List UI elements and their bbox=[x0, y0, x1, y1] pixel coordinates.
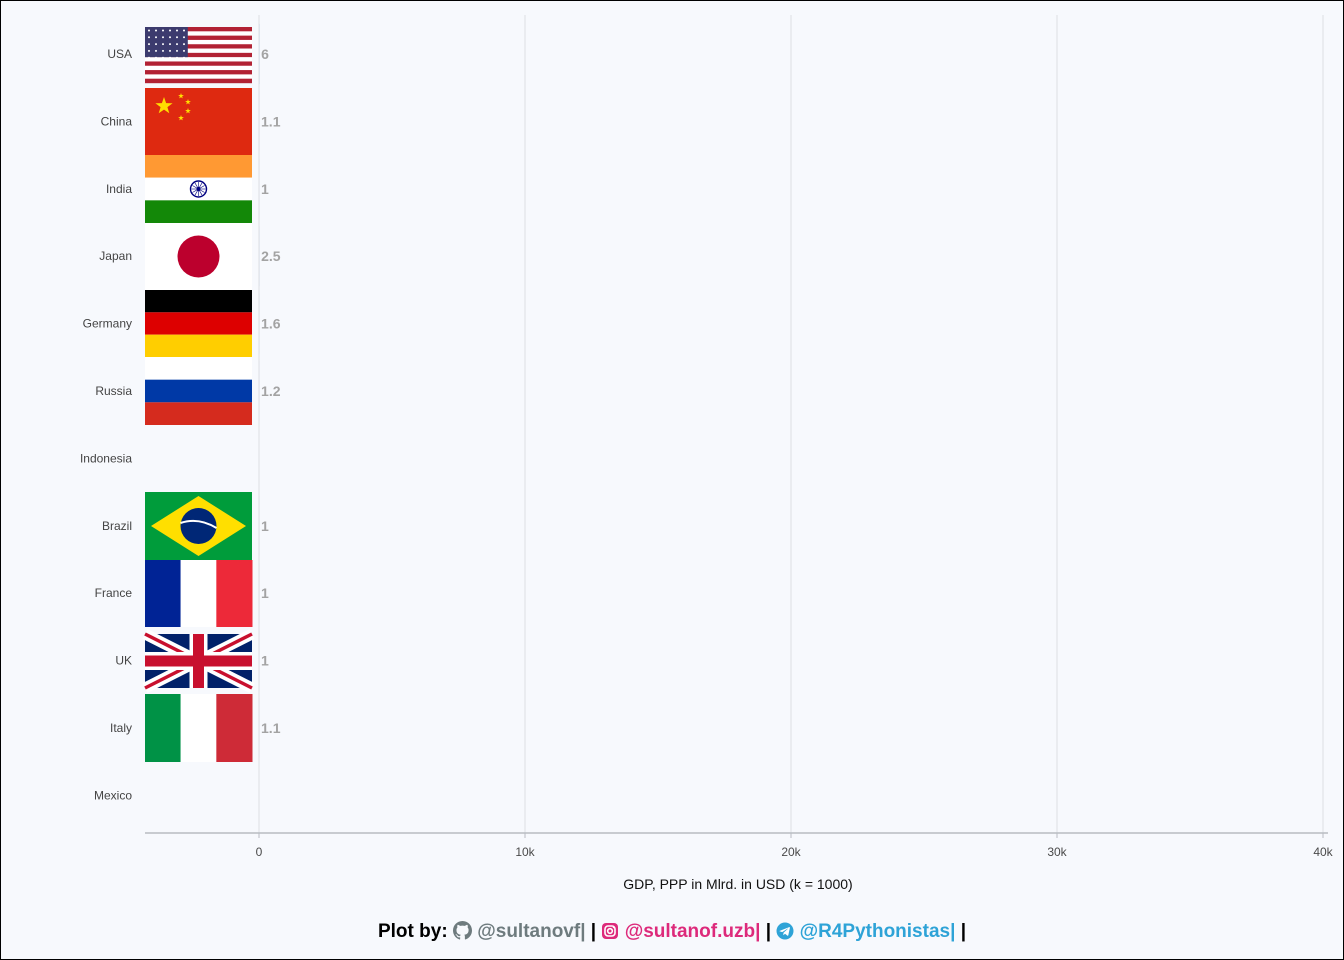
brazil-flag bbox=[145, 492, 252, 560]
x-axis: 0 10k 20k 30k 40k bbox=[145, 832, 1334, 859]
category-label: UK bbox=[115, 654, 132, 668]
x-tick-label: 40k bbox=[1313, 845, 1333, 859]
data-label: 1 bbox=[261, 181, 269, 197]
github-icon bbox=[452, 921, 472, 946]
japan-flag bbox=[145, 223, 252, 290]
bar-chart: 6 1.1 1 2.5 1.6 1.2 1 1 1 1.1 USA China India Japan G… bbox=[80, 15, 1334, 892]
x-tick-label: 10k bbox=[515, 845, 535, 859]
category-label: Indonesia bbox=[80, 451, 132, 465]
data-label: 1.1 bbox=[261, 720, 281, 736]
italy-flag bbox=[145, 694, 253, 762]
category-labels: USA China India Japan Germany Russia Indonesia… bbox=[80, 47, 132, 802]
bars: 6 1.1 1 2.5 1.6 1.2 1 1 1 1.1 bbox=[259, 24, 281, 758]
data-label: 1.1 bbox=[261, 113, 281, 129]
france-flag bbox=[145, 560, 253, 627]
instagram-icon bbox=[601, 922, 619, 946]
data-label: 1 bbox=[261, 653, 269, 669]
x-axis-title: GDP, PPP in Mlrd. in USD (k = 1000) bbox=[623, 876, 852, 892]
caption-separator: | bbox=[960, 921, 967, 942]
caption: Plot by: @sultanovf| | @sultanof.uzb| | … bbox=[0, 921, 1344, 946]
category-label: India bbox=[106, 182, 132, 196]
x-tick-label: 30k bbox=[1047, 845, 1067, 859]
telegram-handle[interactable]: @R4Pythonistas| bbox=[799, 921, 956, 942]
category-label: Italy bbox=[110, 721, 132, 735]
uk-flag bbox=[142, 629, 255, 693]
x-tick-label: 0 bbox=[256, 845, 263, 859]
data-label: 6 bbox=[261, 46, 269, 62]
telegram-icon bbox=[776, 922, 794, 946]
data-label: 1.2 bbox=[261, 383, 281, 399]
china-flag bbox=[145, 88, 252, 155]
github-handle[interactable]: @sultanovf| bbox=[477, 921, 586, 942]
instagram-handle[interactable]: @sultanof.uzb| bbox=[624, 921, 761, 942]
data-label: 1.6 bbox=[261, 316, 281, 332]
category-label: Brazil bbox=[102, 519, 132, 533]
category-label: Russia bbox=[95, 384, 132, 398]
category-label: Mexico bbox=[94, 788, 132, 802]
x-tick-label: 20k bbox=[781, 845, 801, 859]
grid-lines bbox=[258, 15, 1324, 833]
caption-separator: | bbox=[765, 921, 772, 942]
category-label: China bbox=[101, 114, 133, 128]
category-label: Germany bbox=[83, 317, 132, 331]
flag-column bbox=[142, 27, 255, 762]
russia-flag bbox=[145, 357, 252, 425]
india-flag bbox=[145, 155, 252, 223]
category-label: USA bbox=[107, 47, 132, 61]
usa-flag bbox=[145, 27, 252, 84]
caption-separator: | bbox=[590, 921, 597, 942]
data-label: 2.5 bbox=[261, 248, 281, 264]
germany-flag bbox=[145, 290, 252, 357]
data-label: 1 bbox=[261, 518, 269, 534]
caption-prefix: Plot by: bbox=[377, 921, 448, 942]
data-label: 1 bbox=[261, 585, 269, 601]
category-label: Japan bbox=[99, 249, 132, 263]
category-label: France bbox=[95, 586, 133, 600]
